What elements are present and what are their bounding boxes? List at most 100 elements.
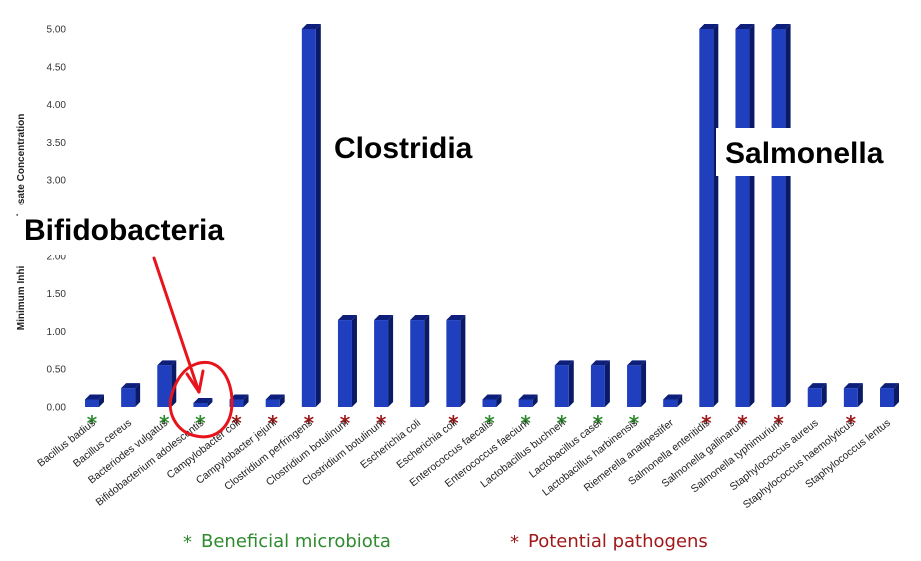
bifidobacteria-label: Bifidobacteria [24, 214, 224, 247]
bar-side [315, 24, 321, 407]
beneficial-marker: * [629, 411, 640, 435]
bar-front [663, 399, 678, 407]
bar-top [301, 24, 321, 29]
bar-top [265, 394, 285, 400]
bar-front [627, 365, 642, 407]
bar-side [351, 315, 357, 407]
bar-side [135, 383, 141, 407]
bar-top [193, 398, 213, 403]
highlight-arrow [152, 256, 205, 394]
bar-side [894, 383, 899, 407]
bar-side [785, 24, 791, 407]
bar-top [374, 315, 394, 321]
bar [229, 394, 249, 407]
bar-front [699, 29, 714, 407]
bifidobacteria-label-box [18, 205, 268, 255]
bar [482, 394, 502, 407]
bar [337, 315, 357, 407]
bar [446, 315, 466, 407]
bar-top [410, 315, 430, 321]
pathogen-marker: * [737, 411, 748, 435]
bar [518, 394, 538, 407]
bar [193, 398, 213, 407]
y-tick-label: 4.50 [47, 62, 67, 73]
bar-front [337, 320, 352, 407]
y-axis-label-bottom: Minimum Inhi [16, 266, 27, 331]
bar [843, 383, 863, 407]
legend-pathogen-symbol: * [510, 532, 519, 553]
y-tick-label: 3.00 [47, 176, 67, 187]
y-tick-label: 0.00 [47, 403, 67, 414]
pathogen-marker: * [846, 411, 857, 435]
bar-front [85, 399, 99, 407]
bar-front [482, 399, 497, 407]
beneficial-marker: * [159, 411, 170, 435]
bar-side [460, 315, 466, 407]
bar-top [663, 394, 683, 400]
legend-item-pathogen: * Potential pathogens [510, 531, 708, 553]
bar-top [843, 383, 863, 389]
bar-side [857, 383, 863, 407]
bar-front [771, 29, 786, 407]
bar-side [496, 394, 502, 407]
beneficial-marker: * [520, 411, 531, 435]
bar [374, 315, 394, 407]
bar-top [771, 24, 791, 29]
bar-front [121, 388, 136, 407]
bar-front [446, 320, 461, 407]
bar-front [229, 399, 244, 407]
bar-front [880, 388, 894, 407]
legend-pathogen-label: Potential pathogens [528, 531, 708, 552]
y-axis-label-top: hosate Concentration [16, 114, 27, 217]
clostridia-label: Clostridia [334, 132, 473, 165]
bar-side [388, 315, 394, 407]
bars [85, 24, 899, 407]
bar [771, 24, 791, 407]
bar-top [518, 394, 538, 400]
legend-beneficial-label: Beneficial microbiota [201, 531, 391, 552]
bar-top [85, 394, 104, 400]
salmonella-label: Salmonella [725, 137, 884, 170]
bar-side [749, 24, 755, 407]
bar-top [337, 315, 357, 321]
bar-top [121, 383, 141, 389]
bar-side [641, 360, 647, 407]
clostridia-label-box [325, 122, 495, 170]
bar-side [568, 360, 574, 407]
legend-beneficial-symbol: * [183, 532, 192, 553]
pathogen-marker: * [267, 411, 278, 435]
legend: * Beneficial microbiota * Potential path… [183, 531, 708, 553]
bar-side [604, 360, 610, 407]
bar [85, 394, 104, 407]
bar [699, 24, 719, 407]
bar-top [446, 315, 466, 321]
bar [121, 383, 141, 407]
bar-top [590, 360, 610, 366]
bar-top [735, 24, 755, 29]
beneficial-marker: * [87, 411, 98, 435]
bar [157, 360, 177, 407]
bar [590, 360, 610, 407]
bar-side [677, 394, 683, 407]
y-tick-label: 4.00 [47, 100, 67, 111]
bar-top [627, 360, 647, 366]
bar [735, 24, 755, 407]
bar-top [229, 394, 249, 400]
legend-item-beneficial: * Beneficial microbiota [183, 531, 391, 553]
beneficial-marker: * [557, 411, 568, 435]
pathogen-marker: * [701, 411, 712, 435]
y-tick-label: 2.00 [47, 251, 67, 262]
bar [807, 383, 827, 407]
bar [663, 394, 683, 407]
bar-front [807, 388, 822, 407]
bar-front [843, 388, 858, 407]
bar-side [99, 394, 104, 407]
pathogen-marker: * [773, 411, 784, 435]
bar-front [301, 29, 316, 407]
bar-side [207, 398, 213, 407]
y-tick-label: 1.00 [47, 327, 67, 338]
highlight-circle [168, 360, 234, 439]
pathogen-marker: * [340, 411, 351, 435]
bar-top [157, 360, 177, 366]
